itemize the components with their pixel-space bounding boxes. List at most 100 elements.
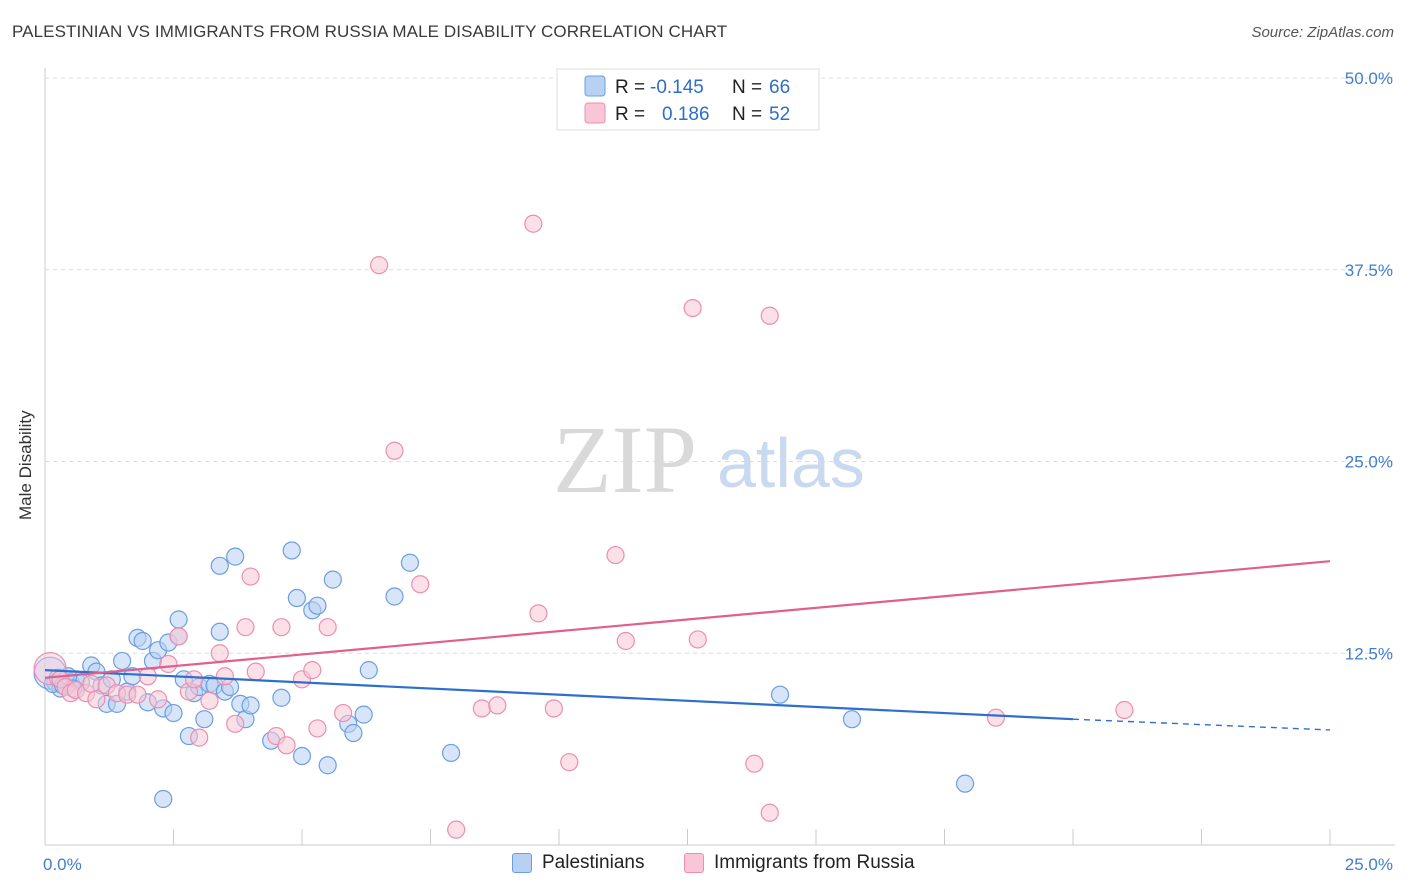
- russia-point: [334, 703, 353, 723]
- legend-r-value-1: -0.145: [650, 77, 704, 98]
- grid-lines: [45, 77, 1395, 654]
- russia-point: [986, 708, 1006, 727]
- legend-swatch-russia: [684, 853, 704, 873]
- russia-point: [190, 728, 209, 747]
- y-tick-label: 25.0%: [1345, 453, 1393, 472]
- palestinian-point: [385, 587, 404, 606]
- legend-r-label-2: R =: [615, 104, 645, 125]
- palestinian-point: [272, 688, 291, 707]
- russia-point: [210, 644, 229, 663]
- russia-point: [128, 685, 147, 704]
- chart-title: PALESTINIAN VS IMMIGRANTS FROM RUSSIA MA…: [12, 22, 728, 41]
- legend-n-value-2: 52: [769, 104, 790, 125]
- stats-legend: R = -0.145 N = 66 R = 0.186 N = 52: [556, 68, 820, 131]
- y-tick-label: 12.5%: [1345, 644, 1393, 663]
- legend-item-palestinians[interactable]: Palestinians: [512, 852, 644, 874]
- russia-point: [370, 256, 389, 275]
- legend-label-palestinians: Palestinians: [542, 852, 645, 873]
- palestinian-point: [210, 556, 229, 575]
- palestinian-point: [842, 710, 862, 729]
- legend-swatch-russia: [584, 102, 606, 124]
- watermark-atlas: atlas: [717, 424, 865, 502]
- russia-point: [184, 670, 204, 689]
- trend-line-palestinians-extension: [1072, 718, 1331, 731]
- legend-swatch-palestinians: [512, 853, 532, 873]
- russia-point: [488, 696, 507, 715]
- russia-point: [241, 567, 260, 586]
- russia-point: [447, 820, 466, 839]
- legend-r-label-1: R =: [615, 77, 645, 98]
- russia-point: [272, 618, 291, 637]
- russia-point: [308, 719, 327, 738]
- palestinian-point: [226, 547, 245, 566]
- legend-label-russia: Immigrants from Russia: [714, 852, 915, 873]
- russia-point: [169, 627, 188, 646]
- palestinian-point: [241, 696, 260, 715]
- russia-point: [318, 618, 337, 637]
- russia-point: [760, 803, 779, 822]
- russia-point: [277, 736, 296, 755]
- legend-n-label-1: N =: [732, 77, 762, 98]
- russia-point: [1115, 700, 1134, 720]
- palestinian-point: [308, 596, 327, 615]
- palestinian-point: [133, 631, 152, 651]
- russia-point: [159, 654, 178, 674]
- palestinian-point: [287, 588, 306, 608]
- russia-point: [411, 575, 430, 594]
- source-credit: Source: ZipAtlas.com: [1251, 24, 1394, 41]
- palestinian-point: [955, 774, 975, 793]
- russia-point: [760, 306, 779, 325]
- palestinian-point: [195, 710, 214, 729]
- tick-labels: 12.5% 25.0% 37.5% 50.0% 0.0% 25.0%: [43, 69, 1393, 874]
- trend-line-russia: [44, 560, 1331, 679]
- watermark: ZIP atlas: [553, 406, 865, 513]
- russia-point: [524, 214, 543, 233]
- x-tick-label-max: 25.0%: [1345, 855, 1393, 874]
- russia-point: [246, 662, 265, 681]
- palestinian-point: [112, 651, 132, 671]
- palestinian-point: [441, 743, 461, 763]
- russia-point: [303, 661, 322, 680]
- trend-lines: [44, 560, 1331, 731]
- palestinian-point: [169, 610, 188, 629]
- palestinian-point: [282, 541, 301, 560]
- y-tick-label: 50.0%: [1345, 69, 1393, 88]
- trend-line-palestinians: [44, 669, 1074, 721]
- legend-swatch-palestinians: [584, 75, 606, 97]
- russia-point: [200, 691, 219, 710]
- russia-point: [745, 754, 764, 773]
- russia-point: [236, 618, 255, 637]
- palestinian-point: [359, 661, 378, 680]
- legend-n-label-2: N =: [732, 104, 762, 125]
- russia-point: [683, 299, 702, 318]
- palestinian-point: [770, 685, 790, 704]
- y-tick-label: 37.5%: [1345, 261, 1393, 280]
- russia-point: [148, 690, 168, 709]
- palestinian-point: [354, 705, 373, 724]
- palestinian-point: [292, 746, 312, 766]
- russia-point: [560, 753, 579, 772]
- russia-point: [544, 699, 563, 718]
- legend-item-russia[interactable]: Immigrants from Russia: [684, 852, 915, 874]
- russia-point: [385, 441, 404, 460]
- palestinian-point: [344, 723, 363, 743]
- watermark-zip: ZIP: [553, 406, 697, 513]
- axes: [44, 68, 1395, 846]
- russia-point: [472, 699, 491, 718]
- palestinian-point: [400, 553, 420, 572]
- russia-point: [226, 714, 245, 733]
- russia-point: [529, 604, 548, 623]
- palestinian-point: [164, 703, 183, 723]
- legend-r-value-2: 0.186: [662, 104, 710, 125]
- russia-point: [215, 667, 234, 686]
- palestinian-point: [154, 789, 173, 809]
- russia-point: [616, 631, 635, 651]
- data-points: [33, 214, 1134, 839]
- legend-n-value-1: 66: [769, 77, 790, 98]
- palestinian-point: [210, 622, 229, 641]
- russia-point: [82, 674, 101, 694]
- palestinian-point: [318, 756, 337, 775]
- russia-point: [688, 630, 707, 649]
- russia-point: [87, 690, 106, 709]
